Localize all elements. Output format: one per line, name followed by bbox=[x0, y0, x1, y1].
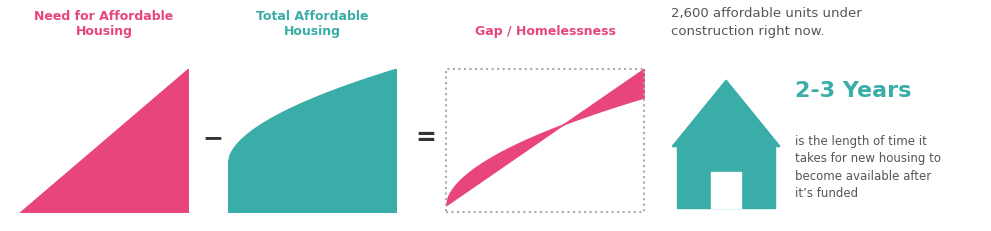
Polygon shape bbox=[712, 172, 741, 208]
Text: Gap / Homelessness: Gap / Homelessness bbox=[475, 25, 615, 38]
Text: =: = bbox=[415, 125, 437, 149]
Text: 2,600 affordable units under
construction right now.: 2,600 affordable units under constructio… bbox=[671, 7, 861, 38]
Text: 2-3 Years: 2-3 Years bbox=[795, 81, 911, 101]
Polygon shape bbox=[677, 147, 775, 208]
Text: Total Affordable
Housing: Total Affordable Housing bbox=[256, 10, 369, 38]
Polygon shape bbox=[672, 81, 780, 147]
Text: Need for Affordable
Housing: Need for Affordable Housing bbox=[35, 10, 173, 38]
Text: is the length of time it
takes for new housing to
become available after
it’s fu: is the length of time it takes for new h… bbox=[795, 134, 940, 199]
Text: −: − bbox=[202, 125, 224, 149]
